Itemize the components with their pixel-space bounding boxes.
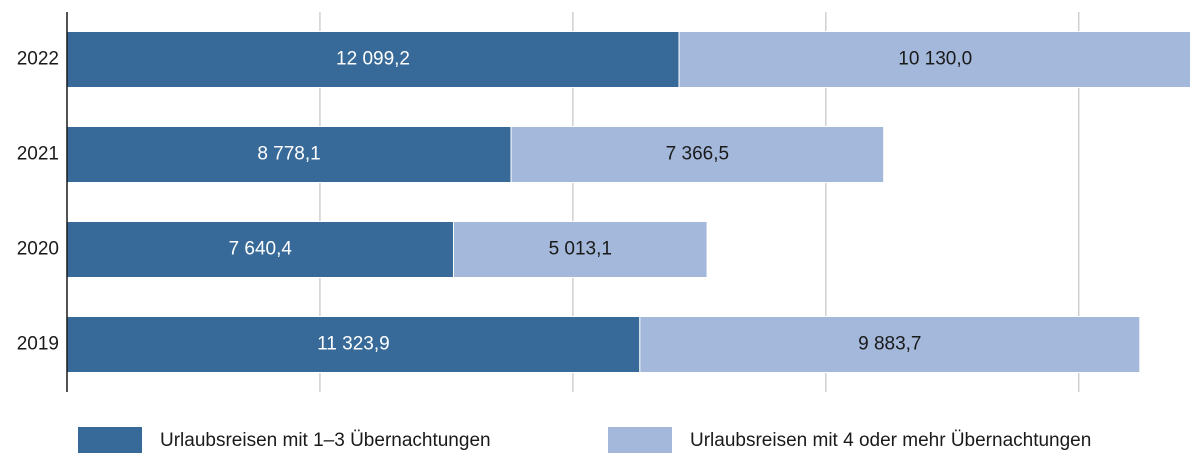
legend-swatch (608, 427, 672, 453)
bar-segment (66, 126, 512, 183)
legend-label: Urlaubsreisen mit 4 oder mehr Übernachtu… (690, 430, 1091, 451)
bar-segment (510, 126, 885, 183)
bar-segment (66, 316, 641, 373)
y-tick-label: 2019 (17, 334, 59, 355)
legend-swatch (78, 427, 142, 453)
value-label: 12 099,2 (336, 49, 410, 70)
value-label: 11 323,9 (317, 334, 390, 355)
y-tick-label: 2021 (17, 144, 59, 165)
y-tick-label: 2020 (17, 239, 59, 260)
value-label: 7 366,5 (666, 144, 729, 165)
value-label: 5 013,1 (549, 239, 612, 260)
bar-segment (639, 316, 1141, 373)
value-label: 8 778,1 (257, 144, 320, 165)
bar-segment (452, 221, 708, 278)
y-tick-label: 2022 (17, 49, 59, 70)
bar-segment (66, 31, 680, 88)
value-label: 9 883,7 (858, 334, 921, 355)
legend-label: Urlaubsreisen mit 1–3 Übernachtungen (160, 430, 491, 451)
value-label: 10 130,0 (898, 49, 972, 70)
bar-segment (678, 31, 1190, 88)
value-label: 7 640,4 (229, 239, 293, 260)
